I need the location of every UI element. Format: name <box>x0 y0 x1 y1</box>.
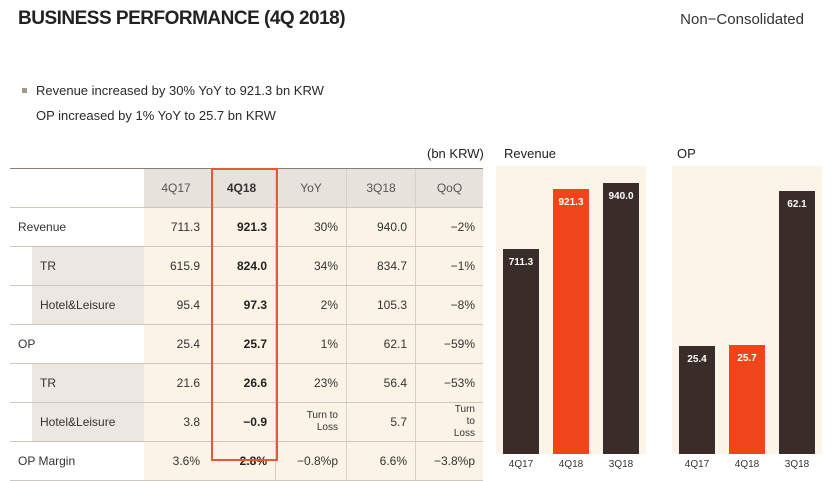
table-cell: 95.4 <box>144 285 208 325</box>
row-label: Hotel&Leisure <box>32 285 144 325</box>
table-row: OP 25.4 25.7 1% 62.1 −59% <box>10 324 483 364</box>
table-cell: 5.7 <box>346 402 416 442</box>
bullet-text: OP increased by 1% YoY to 25.7 bn KRW <box>36 108 276 123</box>
x-tick-label: 4Q18 <box>734 459 760 470</box>
summary-bullets: Revenue increased by 30% YoY to 921.3 bn… <box>22 78 324 128</box>
table-cell: −0.9 <box>208 402 276 442</box>
op-chart: 25.4 25.7 62.1 <box>672 166 822 454</box>
chart-bar: 940.0 <box>603 183 639 454</box>
chart-bar: 711.3 <box>503 249 539 454</box>
chart-bar: 62.1 <box>779 191 815 454</box>
table-cell: 2% <box>275 285 347 325</box>
table-cell: 3.6% <box>144 441 208 481</box>
table-cell: 26.6 <box>208 363 276 403</box>
bar-value-label: 62.1 <box>787 199 807 210</box>
table-cell: 30% <box>275 207 347 247</box>
table-cell: 6.6% <box>346 441 416 481</box>
table-cell: 25.4 <box>144 324 208 364</box>
scope-label: Non−Consolidated <box>680 11 804 28</box>
table-cell: −8% <box>415 285 483 325</box>
bar-value-label: 921.3 <box>558 197 584 208</box>
col-header: 3Q18 <box>346 168 416 208</box>
x-tick-label: 4Q18 <box>558 459 584 470</box>
table-cell: 34% <box>275 246 347 286</box>
row-label: Revenue <box>10 207 144 247</box>
x-tick-label: 4Q17 <box>684 459 710 470</box>
table-cell: 23% <box>275 363 347 403</box>
bullet-op: OP increased by 1% YoY to 25.7 bn KRW <box>22 103 324 128</box>
col-header: YoY <box>275 168 347 208</box>
table-cell: −2% <box>415 207 483 247</box>
table-cell: 1% <box>275 324 347 364</box>
chart-bar: 25.4 <box>679 346 715 454</box>
table-cell: −1% <box>415 246 483 286</box>
x-tick-label: 3Q18 <box>608 459 634 470</box>
table-cell: Turn to Loss <box>275 402 347 442</box>
revenue-chart-title: Revenue <box>504 146 557 161</box>
col-header: QoQ <box>415 168 483 208</box>
table-cell: 21.6 <box>144 363 208 403</box>
bullet-marker <box>22 88 27 93</box>
table-cell: 824.0 <box>208 246 276 286</box>
table-cell: 62.1 <box>346 324 416 364</box>
row-label: OP Margin <box>10 441 144 481</box>
table-row: OP Margin 3.6% 2.8% −0.8%p 6.6% −3.8%p <box>10 441 483 481</box>
row-label: TR <box>32 363 144 403</box>
x-tick-label: 4Q17 <box>508 459 534 470</box>
table-cell: 615.9 <box>144 246 208 286</box>
table-cell: 97.3 <box>208 285 276 325</box>
table-cell: −0.8%p <box>275 441 347 481</box>
table-cell: −59% <box>415 324 483 364</box>
chart-bar: 25.7 <box>729 345 765 454</box>
revenue-chart: 711.3 921.3 940.0 <box>496 166 646 454</box>
table-cell: 940.0 <box>346 207 416 247</box>
table-cell: Turn to Loss <box>415 402 483 442</box>
table-cell: 56.4 <box>346 363 416 403</box>
bar-value-label: 25.7 <box>737 353 757 364</box>
chart-bar: 921.3 <box>553 189 589 454</box>
page-title: BUSINESS PERFORMANCE (4Q 2018) <box>18 8 346 29</box>
table-cell: 25.7 <box>208 324 276 364</box>
op-chart-title: OP <box>677 146 696 161</box>
col-header: 4Q17 <box>144 168 208 208</box>
bullet-revenue: Revenue increased by 30% YoY to 921.3 bn… <box>22 78 324 103</box>
bar-value-label: 25.4 <box>687 354 707 365</box>
unit-label: (bn KRW) <box>427 146 484 161</box>
table-row: Revenue 711.3 921.3 30% 940.0 −2% <box>10 207 483 247</box>
table-cell: 921.3 <box>208 207 276 247</box>
table-cell: −3.8%p <box>415 441 483 481</box>
col-header: 4Q18 <box>208 168 276 208</box>
row-label: OP <box>10 324 144 364</box>
table-cell: −53% <box>415 363 483 403</box>
table-cell: 834.7 <box>346 246 416 286</box>
bullet-text: Revenue increased by 30% YoY to 921.3 bn… <box>36 83 324 98</box>
table-header-row: 4Q17 4Q18 YoY 3Q18 QoQ <box>10 168 483 208</box>
table-row: Hotel&Leisure 3.8 −0.9 Turn to Loss 5.7 … <box>10 402 483 442</box>
bar-value-label: 711.3 <box>508 257 534 268</box>
row-label: TR <box>32 246 144 286</box>
table-row: TR 615.9 824.0 34% 834.7 −1% <box>10 246 483 286</box>
x-tick-label: 3Q18 <box>784 459 810 470</box>
table-cell: 711.3 <box>144 207 208 247</box>
row-label: Hotel&Leisure <box>32 402 144 442</box>
table-cell: 2.8% <box>208 441 276 481</box>
performance-table: 4Q17 4Q18 YoY 3Q18 QoQ Revenue 711.3 921… <box>10 168 483 481</box>
table-row: Hotel&Leisure 95.4 97.3 2% 105.3 −8% <box>10 285 483 325</box>
table-row: TR 21.6 26.6 23% 56.4 −53% <box>10 363 483 403</box>
table-cell: 3.8 <box>144 402 208 442</box>
bar-value-label: 940.0 <box>608 191 634 202</box>
table-cell: 105.3 <box>346 285 416 325</box>
